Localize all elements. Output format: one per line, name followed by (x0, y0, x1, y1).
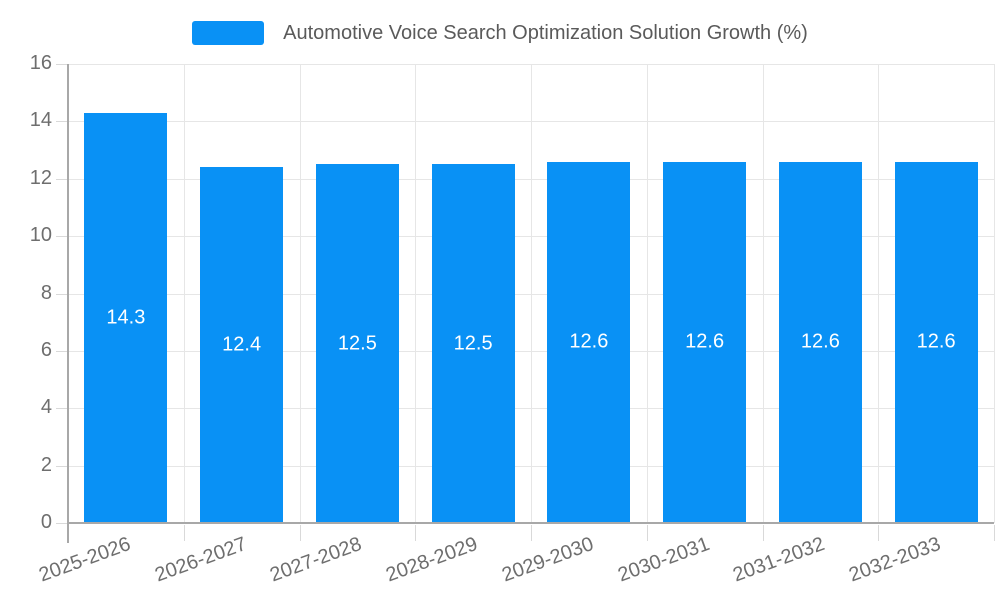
x-tick-label-2025-2026: 2025-2026 (35, 533, 134, 587)
y-axis-tick (56, 121, 68, 123)
bar-value-label: 12.6 (569, 330, 609, 353)
gridline-vertical (646, 64, 648, 523)
y-tick-label: 14 (29, 109, 52, 132)
gridline-vertical (183, 64, 185, 523)
x-axis-tick (646, 525, 648, 541)
x-axis-tick (762, 525, 764, 541)
y-tick-label: 12 (29, 166, 52, 189)
bar-2031-2032[interactable] (778, 161, 862, 523)
legend-color-swatch (192, 21, 265, 45)
y-tick-label: 10 (29, 224, 52, 247)
y-axis-tick (56, 523, 68, 524)
gridline-vertical (299, 64, 301, 523)
bar-2025-2026[interactable] (84, 112, 168, 523)
chart-legend[interactable]: Automotive Voice Search Optimization Sol… (0, 20, 1000, 46)
bar-value-label: 12.5 (453, 332, 493, 355)
x-axis-tick (415, 525, 417, 541)
gridline-vertical (762, 64, 764, 523)
y-tick-label: 2 (40, 453, 52, 476)
bar-value-label: 12.6 (800, 330, 840, 353)
y-tick-label: 0 (40, 511, 52, 534)
y-axis-tick (56, 408, 68, 410)
y-tick-label: 8 (40, 281, 52, 304)
y-axis-tick (56, 236, 68, 238)
bar-2028-2029[interactable] (431, 164, 515, 523)
y-axis-tick (56, 178, 68, 180)
bar-value-label: 12.4 (222, 333, 262, 356)
y-tick-label: 16 (29, 52, 52, 75)
y-tick-label: 6 (40, 338, 52, 361)
x-axis-tick (531, 525, 532, 541)
y-axis-tick (56, 465, 68, 467)
y-axis-tick (56, 293, 68, 295)
y-tick-label: 4 (40, 396, 52, 419)
x-axis-line (68, 522, 994, 524)
gridline-vertical (878, 64, 880, 523)
gridline-vertical (994, 64, 995, 523)
bar-2029-2030[interactable] (547, 161, 631, 523)
gridline-vertical (531, 64, 532, 523)
x-tick-label-2032-2033: 2032-2033 (846, 533, 944, 587)
bar-2030-2031[interactable] (663, 161, 747, 523)
x-tick-label-2027-2028: 2027-2028 (267, 533, 365, 587)
x-axis-tick (994, 525, 995, 541)
x-tick-label-2029-2030: 2029-2030 (498, 533, 597, 587)
x-tick-label-2028-2029: 2028-2029 (383, 533, 481, 587)
bar-2027-2028[interactable] (315, 164, 399, 523)
bar-value-label: 14.3 (106, 306, 146, 329)
bar-value-label: 12.6 (685, 330, 725, 353)
x-tick-label-2031-2032: 2031-2032 (730, 533, 828, 587)
x-axis-tick (299, 525, 301, 541)
y-axis-line (67, 64, 69, 543)
x-axis-tick (183, 525, 185, 541)
bar-value-label: 12.5 (337, 332, 377, 355)
x-axis-tick (878, 525, 880, 541)
bar-2032-2033[interactable] (894, 161, 978, 523)
x-tick-label-2030-2031: 2030-2031 (614, 533, 713, 587)
legend-label: Automotive Voice Search Optimization Sol… (283, 22, 808, 44)
gridline-vertical (415, 64, 417, 523)
x-tick-label-2026-2027: 2026-2027 (151, 533, 250, 587)
y-axis-tick (56, 64, 68, 65)
y-axis-tick (56, 350, 68, 352)
bar-value-label: 12.6 (916, 330, 956, 353)
bar-2026-2027[interactable] (200, 167, 284, 523)
